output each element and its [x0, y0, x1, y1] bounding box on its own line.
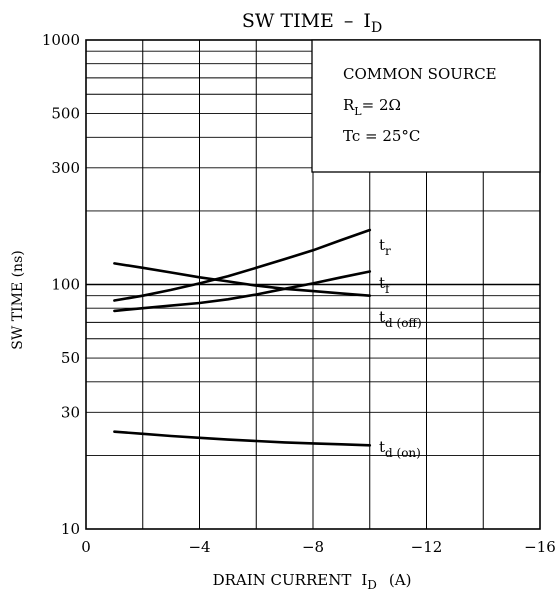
- series-tf-label: tf: [379, 274, 391, 296]
- chart-title-symbol-sub: D: [371, 20, 382, 36]
- tick-layer: 0 −4 −8 −12 −16 10 30 50 100 300 500 1000: [42, 31, 556, 556]
- x-tick-label: −12: [411, 538, 443, 556]
- y-tick-label: 30: [61, 403, 80, 421]
- x-axis-label-symbol-sub: D: [367, 578, 377, 592]
- series-td-off-label: td (off): [379, 308, 422, 330]
- legend-tc: Tc = 25°C: [343, 127, 420, 145]
- legend-rl-sub: L: [354, 105, 362, 118]
- legend-common-source: COMMON SOURCE: [343, 65, 497, 83]
- series-td-on-label: td (on): [379, 438, 421, 460]
- y-axis-label: SW TIME (ns): [10, 250, 26, 349]
- series-label-layer: tr tf td (off) td (on): [379, 236, 422, 460]
- y-tick-label: 50: [61, 349, 80, 367]
- series-tf-line: [113, 270, 372, 313]
- legend-box: COMMON SOURCE RL= 2Ω Tc = 25°C: [311, 39, 541, 173]
- series-td-off-line: [113, 262, 372, 298]
- chart-title-text: SW TIME: [242, 10, 334, 32]
- y-tick-label: 300: [51, 159, 80, 177]
- y-tick-label: 10: [61, 520, 80, 538]
- chart-title-symbol: I: [363, 10, 371, 32]
- x-tick-label: 0: [81, 538, 91, 556]
- series-tr-label: tr: [379, 236, 391, 258]
- y-tick-label: 100: [51, 276, 80, 294]
- y-tick-label: 500: [51, 105, 80, 123]
- chart-title: SW TIME – ID: [242, 10, 382, 36]
- x-tick-label: −16: [524, 538, 556, 556]
- x-axis-label-text: DRAIN CURRENT: [213, 571, 352, 589]
- x-tick-label: −4: [188, 538, 210, 556]
- series-tr-line: [113, 228, 372, 302]
- series-layer: [113, 228, 372, 447]
- legend-rl-value: = 2Ω: [362, 96, 401, 114]
- x-axis-label: DRAIN CURRENT ID (A): [213, 571, 412, 592]
- x-axis-label-symbol: I: [361, 571, 367, 589]
- series-td-on-line: [113, 430, 372, 447]
- y-tick-label: 1000: [42, 31, 80, 49]
- x-tick-label: −8: [302, 538, 324, 556]
- legend-rl-main: R: [343, 96, 355, 114]
- x-axis-label-unit: (A): [389, 571, 412, 589]
- chart-title-dash: –: [344, 10, 354, 32]
- legend-box-frame: [311, 39, 541, 173]
- legend-rl: RL= 2Ω: [343, 96, 401, 118]
